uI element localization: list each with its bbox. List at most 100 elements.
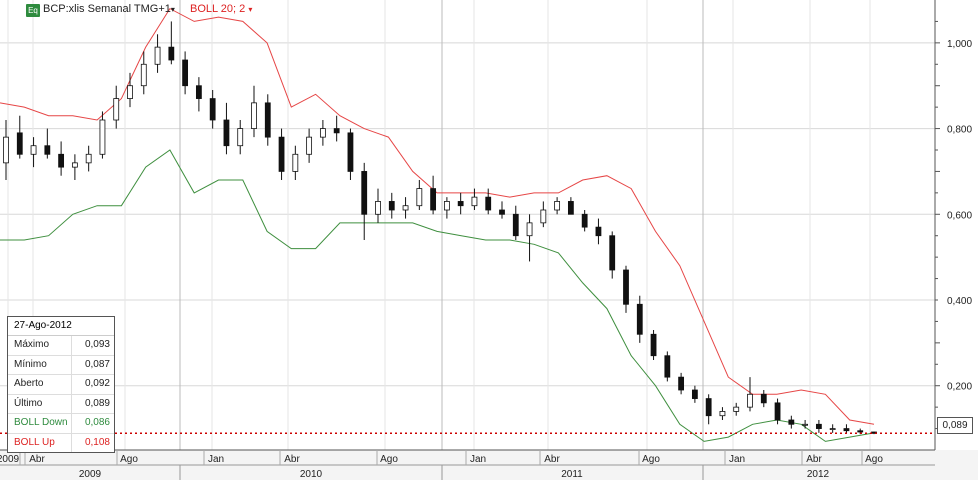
candle-body: [829, 428, 836, 430]
indicator-title[interactable]: BOLL 20; 2 ▾: [190, 3, 252, 15]
candle-body: [16, 132, 23, 155]
candle-body: [485, 196, 492, 211]
candle-body: [30, 145, 37, 155]
candle-body: [333, 128, 340, 134]
candle-body: [388, 201, 395, 211]
candle-body: [416, 188, 423, 207]
info-row-value: 0,108: [71, 433, 110, 452]
candle-body: [319, 128, 326, 138]
info-row-label: Mínimo: [14, 358, 47, 370]
x-month-label: Ago: [642, 454, 660, 465]
x-month-label: Abr: [284, 454, 300, 465]
x-month-label: Jan: [470, 454, 486, 465]
candle-body: [361, 171, 368, 215]
y-tick-label: 1,000: [947, 39, 972, 50]
info-row-label: Último: [14, 397, 43, 409]
boll-up-line: [0, 7, 875, 425]
candle-body: [223, 119, 230, 147]
info-row: BOLL Up 0,108: [8, 432, 114, 452]
candle-body: [499, 209, 505, 215]
info-row: Aberto 0,092: [8, 374, 114, 394]
candle-body: [719, 411, 726, 417]
symbol-title[interactable]: BCP:xlis Semanal TMG+1▾: [43, 3, 175, 15]
candle-body: [85, 153, 92, 164]
candle-body: [567, 201, 574, 215]
candle-body: [195, 85, 202, 99]
boll-down-line: [0, 149, 875, 442]
x-year-label: 2012: [807, 469, 830, 480]
info-row: Mínimo 0,087: [8, 354, 114, 374]
candle-body: [278, 136, 285, 172]
symbol-label[interactable]: BCP:xlis Semanal TMG+1: [43, 3, 171, 15]
candle-body: [471, 196, 478, 207]
candle-body: [127, 85, 133, 99]
candle-body: [264, 102, 271, 138]
x-axis: 2009 Abr Ago Jan Abr Ago Jan Abr Ago Jan Abr Ago 200…: [0, 449, 978, 480]
x-month-label: Jan: [729, 454, 745, 465]
candle-body: [375, 201, 381, 215]
candle-body: [774, 402, 781, 421]
x-month-label: Abr: [29, 454, 45, 465]
candle-body: [292, 153, 299, 172]
x-month-label: Ago: [865, 454, 883, 465]
candle-body: [443, 201, 450, 211]
candle-body: [747, 393, 753, 408]
x-month-label: Jan: [208, 454, 224, 465]
candle-body: [650, 333, 657, 357]
symbol-dropdown-icon[interactable]: ▾: [170, 5, 175, 14]
info-row-label: BOLL Down: [14, 417, 68, 428]
candle-body: [678, 376, 685, 391]
eq-badge[interactable]: Eq: [26, 4, 40, 17]
y-tick-label: 0,600: [947, 210, 972, 221]
candle-body: [705, 398, 712, 417]
x-month-label: Ago: [380, 454, 398, 465]
candle-body: [526, 222, 533, 237]
info-row-label: Máximo: [14, 339, 50, 350]
candle-body: [733, 406, 740, 412]
info-date: 27-Ago-2012: [8, 317, 114, 336]
candle-body: [554, 201, 561, 211]
y-tick-label: 0,800: [947, 125, 972, 136]
indicator-label[interactable]: BOLL 20; 2: [190, 3, 246, 15]
candle-body: [815, 423, 822, 429]
candle-body: [209, 98, 216, 121]
candle-body: [99, 119, 106, 155]
info-row: Máximo 0,093: [8, 336, 114, 355]
candle-body: [457, 201, 464, 207]
last-value-badge: 0,089: [937, 417, 973, 434]
candle-body: [251, 102, 257, 129]
indicator-dropdown-icon[interactable]: ▾: [248, 5, 253, 14]
candle-body: [154, 46, 161, 65]
candle-body: [664, 355, 671, 378]
candle-body: [691, 389, 698, 399]
candle-body: [44, 145, 51, 155]
candle-body: [512, 213, 519, 237]
boll-down-band: [0, 149, 875, 442]
x-year-label: 2009: [79, 469, 102, 480]
candle-body: [802, 423, 809, 426]
candle-body: [788, 419, 795, 425]
candle-body: [636, 303, 643, 335]
candle-body: [182, 59, 189, 87]
candle-body: [306, 136, 313, 155]
info-row-value: 0,093: [71, 336, 110, 355]
candle-body: [113, 98, 120, 121]
candle-body: [540, 209, 547, 224]
boll-up-band: [0, 7, 875, 425]
candle-body: [609, 235, 616, 271]
candle-body: [402, 205, 409, 211]
candle-body: [623, 269, 629, 305]
x-month-label: Abr: [544, 454, 560, 465]
candle-body: [71, 162, 78, 168]
info-row-value: 0,086: [71, 414, 110, 433]
info-row-value: 0,092: [71, 375, 110, 394]
candle-body: [857, 430, 864, 433]
x-month-label: Abr: [806, 454, 822, 465]
candles: [3, 21, 877, 435]
x-year-label: 2010: [300, 469, 323, 480]
candle-body: [595, 226, 602, 237]
info-row: BOLL Down 0,086: [8, 413, 114, 433]
candle-body: [237, 128, 244, 147]
